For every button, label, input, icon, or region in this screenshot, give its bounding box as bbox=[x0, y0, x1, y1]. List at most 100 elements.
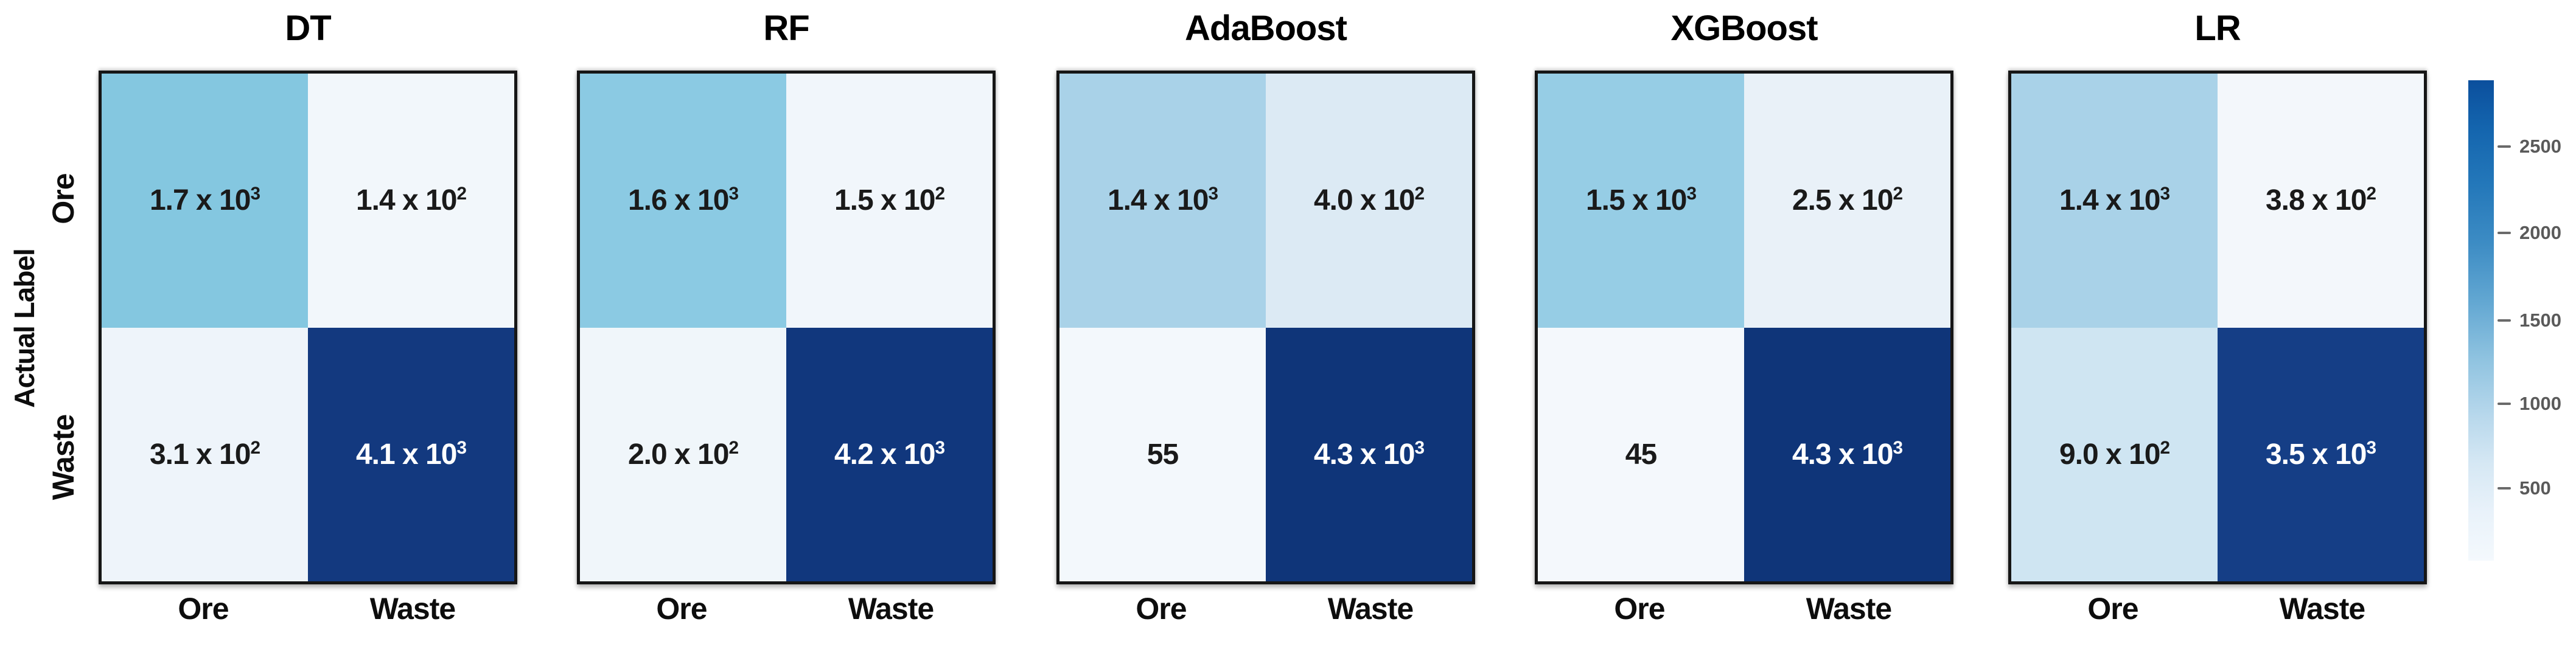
cell-value: 1.5 x 10 bbox=[834, 184, 935, 217]
y-tick-label-waste: Waste bbox=[46, 414, 80, 500]
heatmap-cell: 1.5 x 102 bbox=[786, 74, 993, 328]
cell-value: 1.4 x 10 bbox=[2059, 184, 2160, 217]
cell-exponent: 2 bbox=[2366, 184, 2376, 204]
y-tick-label-ore: Ore bbox=[46, 173, 80, 224]
x-tick-label-ore: Ore bbox=[656, 592, 707, 626]
cell-value: 3.1 x 10 bbox=[149, 438, 251, 471]
x-tick-label-waste: Waste bbox=[2279, 592, 2365, 626]
heatmap-panel-rf: RF 1.6 x 103 1.5 x 102 2.0 x 102 4.2 x 1… bbox=[577, 0, 996, 647]
heatmap-cell: 9.0 x 102 bbox=[2011, 327, 2218, 581]
cell-value: 4.1 x 10 bbox=[355, 438, 457, 471]
tick-mark bbox=[2497, 145, 2511, 148]
heatmap-cell: 1.6 x 103 bbox=[580, 74, 786, 328]
heatmap-cell: 45 bbox=[1538, 327, 1744, 581]
cell-exponent: 2 bbox=[1893, 184, 1903, 204]
colorbar-tick-label: 2000 bbox=[2519, 222, 2561, 244]
heatmap-cell: 1.5 x 103 bbox=[1538, 74, 1744, 328]
cell-exponent: 3 bbox=[1686, 184, 1697, 204]
colorbar-gradient bbox=[2468, 80, 2494, 561]
heatmap-cell: 2.0 x 102 bbox=[580, 327, 786, 581]
cell-exponent: 2 bbox=[250, 437, 260, 458]
cell-value: 45 bbox=[1625, 438, 1657, 471]
cell-exponent: 3 bbox=[1208, 184, 1218, 204]
heatmap-cell: 1.4 x 103 bbox=[2011, 74, 2218, 328]
heatmap-cell: 1.4 x 102 bbox=[308, 74, 514, 328]
tick-mark bbox=[2497, 402, 2511, 405]
cell-value: 9.0 x 10 bbox=[2059, 438, 2160, 471]
x-tick-label-waste: Waste bbox=[1327, 592, 1414, 626]
tick-mark bbox=[2497, 486, 2511, 490]
y-axis-label: Actual Label bbox=[9, 249, 40, 408]
heatmap-cell: 3.1 x 102 bbox=[102, 327, 308, 581]
cell-exponent: 2 bbox=[2160, 437, 2170, 458]
heatmap-cell: 4.3 x 103 bbox=[1744, 327, 1950, 581]
heatmap-panel-adaboost: AdaBoost 1.4 x 103 4.0 x 102 55 4.3 x 10… bbox=[1056, 0, 1475, 647]
confusion-matrix: 1.5 x 103 2.5 x 102 45 4.3 x 103 bbox=[1535, 71, 1953, 584]
colorbar-tick-label: 1500 bbox=[2519, 310, 2561, 331]
cell-exponent: 3 bbox=[728, 184, 739, 204]
heatmap-cell: 1.7 x 103 bbox=[102, 74, 308, 328]
x-tick-label-waste: Waste bbox=[1806, 592, 1892, 626]
cell-value: 3.8 x 10 bbox=[2265, 184, 2367, 217]
cell-value: 1.4 x 10 bbox=[1107, 184, 1209, 217]
confusion-matrix: 1.7 x 103 1.4 x 102 3.1 x 102 4.1 x 103 bbox=[99, 71, 517, 584]
cell-value: 55 bbox=[1147, 438, 1179, 471]
x-tick-label-ore: Ore bbox=[2087, 592, 2138, 626]
panel-title: RF bbox=[763, 8, 809, 48]
heatmap-cell: 4.3 x 103 bbox=[1266, 327, 1472, 581]
confusion-matrix: 1.4 x 103 3.8 x 102 9.0 x 102 3.5 x 103 bbox=[2008, 71, 2427, 584]
heatmap-cell: 4.2 x 103 bbox=[786, 327, 993, 581]
cell-exponent: 3 bbox=[2366, 437, 2376, 458]
cell-exponent: 2 bbox=[456, 184, 467, 204]
cell-exponent: 3 bbox=[250, 184, 260, 204]
panel-title: AdaBoost bbox=[1185, 8, 1347, 48]
x-tick-labels: Ore Waste bbox=[1056, 591, 1475, 626]
cell-value: 1.6 x 10 bbox=[627, 184, 729, 217]
heatmap-panel-xgboost: XGBoost 1.5 x 103 2.5 x 102 45 4.3 x 103… bbox=[1535, 0, 1953, 647]
colorbar-tick-label: 1000 bbox=[2519, 392, 2561, 414]
colorbar-tick-label: 2500 bbox=[2519, 136, 2561, 157]
heatmap-cell: 1.4 x 103 bbox=[1059, 74, 1266, 328]
cell-value: 1.7 x 10 bbox=[149, 184, 251, 217]
heatmap-cell: 4.1 x 103 bbox=[308, 327, 514, 581]
cell-value: 1.5 x 10 bbox=[1585, 184, 1687, 217]
x-tick-label-waste: Waste bbox=[369, 592, 456, 626]
cell-value: 2.0 x 10 bbox=[627, 438, 729, 471]
cell-value: 4.3 x 10 bbox=[1313, 438, 1415, 471]
heatmap-cell: 4.0 x 102 bbox=[1266, 74, 1472, 328]
cell-exponent: 3 bbox=[456, 437, 467, 458]
colorbar-tick-label: 500 bbox=[2519, 477, 2551, 499]
x-tick-labels: Ore Waste bbox=[2008, 591, 2427, 626]
x-tick-label-ore: Ore bbox=[1136, 592, 1187, 626]
x-tick-label-ore: Ore bbox=[178, 592, 229, 626]
x-tick-labels: Ore Waste bbox=[99, 591, 517, 626]
panel-title: LR bbox=[2194, 8, 2241, 48]
heatmap-cell: 3.5 x 103 bbox=[2218, 327, 2424, 581]
heatmap-cell: 55 bbox=[1059, 327, 1266, 581]
panel-title: XGBoost bbox=[1670, 8, 1818, 48]
confusion-matrix: 1.6 x 103 1.5 x 102 2.0 x 102 4.2 x 103 bbox=[577, 71, 996, 584]
cell-exponent: 3 bbox=[2160, 184, 2170, 204]
cell-exponent: 2 bbox=[1414, 184, 1425, 204]
cell-value: 4.0 x 10 bbox=[1313, 184, 1415, 217]
cell-value: 1.4 x 10 bbox=[355, 184, 457, 217]
cell-exponent: 3 bbox=[1893, 437, 1903, 458]
heatmap-cell: 2.5 x 102 bbox=[1744, 74, 1950, 328]
cell-value: 4.2 x 10 bbox=[834, 438, 935, 471]
heatmap-cell: 3.8 x 102 bbox=[2218, 74, 2424, 328]
heatmap-panel-lr: LR 1.4 x 103 3.8 x 102 9.0 x 102 3.5 x 1… bbox=[2008, 0, 2427, 647]
tick-mark bbox=[2497, 319, 2511, 322]
cell-value: 3.5 x 10 bbox=[2265, 438, 2367, 471]
cell-exponent: 2 bbox=[935, 184, 945, 204]
cell-exponent: 2 bbox=[728, 437, 739, 458]
cell-exponent: 3 bbox=[935, 437, 945, 458]
tick-mark bbox=[2497, 232, 2511, 235]
cell-value: 2.5 x 10 bbox=[1792, 184, 1893, 217]
x-tick-labels: Ore Waste bbox=[577, 591, 996, 626]
panel-title: DT bbox=[285, 8, 331, 48]
x-tick-labels: Ore Waste bbox=[1535, 591, 1953, 626]
x-tick-label-waste: Waste bbox=[848, 592, 934, 626]
heatmap-panel-dt: DT 1.7 x 103 1.4 x 102 3.1 x 102 4.1 x 1… bbox=[99, 0, 517, 647]
confusion-matrix: 1.4 x 103 4.0 x 102 55 4.3 x 103 bbox=[1056, 71, 1475, 584]
x-tick-label-ore: Ore bbox=[1614, 592, 1665, 626]
